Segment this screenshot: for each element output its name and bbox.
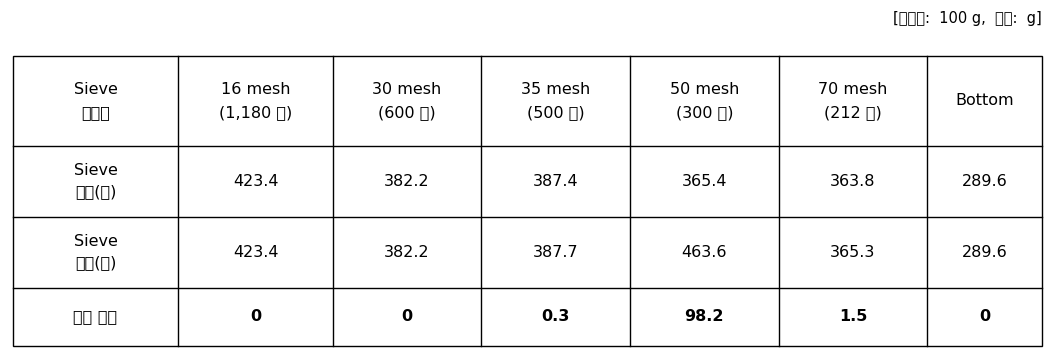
Text: 0: 0 — [402, 309, 412, 324]
Text: 사이즈: 사이즈 — [81, 105, 110, 120]
Text: 무게(후): 무게(후) — [74, 256, 116, 270]
Text: 382.2: 382.2 — [384, 174, 430, 189]
Text: Sieve: Sieve — [73, 234, 117, 249]
Text: (300 ㎳): (300 ㎳) — [676, 105, 733, 120]
Text: 289.6: 289.6 — [962, 174, 1007, 189]
Text: 35 mesh: 35 mesh — [521, 82, 591, 97]
Text: 30 mesh: 30 mesh — [372, 82, 442, 97]
Text: Sieve: Sieve — [73, 82, 117, 97]
Text: 423.4: 423.4 — [233, 174, 278, 189]
Text: 70 mesh: 70 mesh — [818, 82, 887, 97]
Text: 387.7: 387.7 — [533, 245, 578, 260]
Text: [샘플양:  100 g,  단위:  g]: [샘플양: 100 g, 단위: g] — [893, 11, 1042, 26]
Text: 423.4: 423.4 — [233, 245, 278, 260]
Text: (1,180 ㎳): (1,180 ㎳) — [219, 105, 293, 120]
Text: 0: 0 — [979, 309, 990, 324]
Text: 무게(전): 무게(전) — [74, 185, 116, 199]
Text: 382.2: 382.2 — [384, 245, 430, 260]
Text: Sieve: Sieve — [73, 163, 117, 178]
Text: 0: 0 — [250, 309, 261, 324]
Text: 제품 무게: 제품 무게 — [73, 309, 117, 324]
Text: 50 mesh: 50 mesh — [669, 82, 740, 97]
Text: Bottom: Bottom — [956, 93, 1013, 109]
Text: 1.5: 1.5 — [839, 309, 868, 324]
Text: 365.4: 365.4 — [682, 174, 727, 189]
Text: (212 ㎳): (212 ㎳) — [825, 105, 882, 120]
Text: 365.3: 365.3 — [831, 245, 876, 260]
Text: 98.2: 98.2 — [685, 309, 724, 324]
Text: 16 mesh: 16 mesh — [220, 82, 291, 97]
Text: 0.3: 0.3 — [541, 309, 570, 324]
Text: (600 ㎳): (600 ㎳) — [379, 105, 436, 120]
Text: (500 ㎳): (500 ㎳) — [527, 105, 584, 120]
Text: 363.8: 363.8 — [830, 174, 876, 189]
Text: 387.4: 387.4 — [533, 174, 578, 189]
Text: 289.6: 289.6 — [962, 245, 1007, 260]
Text: 463.6: 463.6 — [682, 245, 727, 260]
